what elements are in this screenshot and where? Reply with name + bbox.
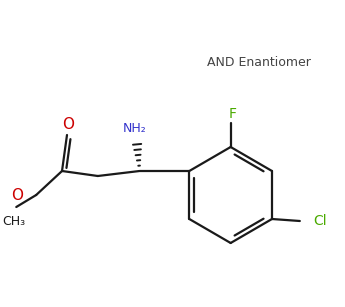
Text: F: F bbox=[229, 107, 237, 121]
Text: AND Enantiomer: AND Enantiomer bbox=[207, 56, 310, 68]
Text: Cl: Cl bbox=[314, 214, 327, 228]
Text: O: O bbox=[62, 116, 74, 131]
Text: NH₂: NH₂ bbox=[123, 122, 147, 134]
Text: CH₃: CH₃ bbox=[3, 215, 26, 227]
Text: O: O bbox=[11, 188, 23, 203]
